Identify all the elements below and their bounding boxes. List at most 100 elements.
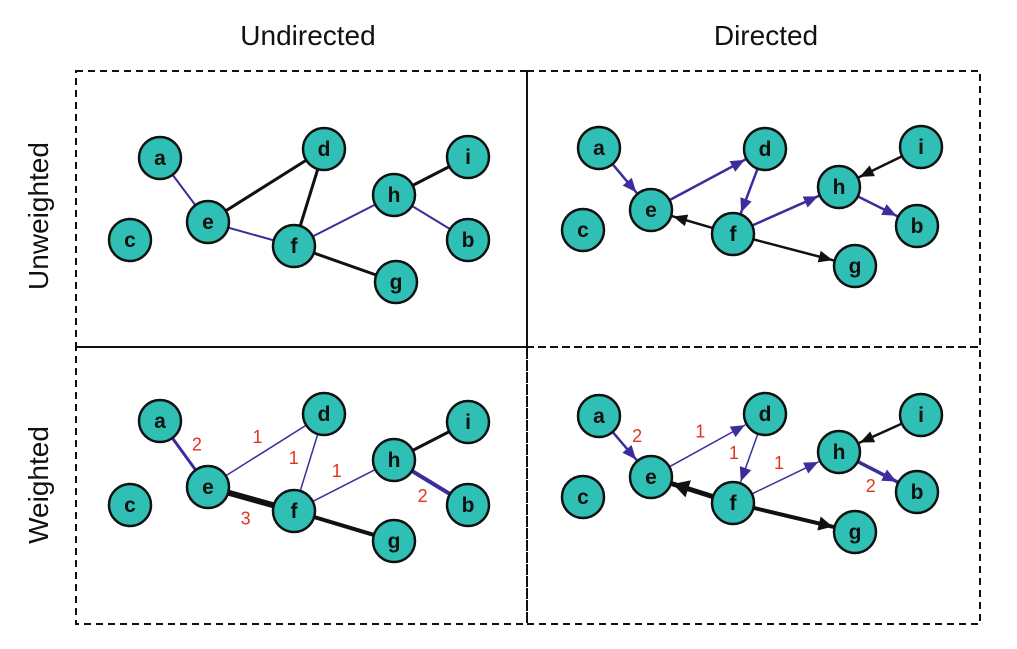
arrowhead-f-g bbox=[817, 250, 833, 263]
node-circle-d bbox=[742, 126, 788, 172]
weight-label-f-d: 1 bbox=[289, 448, 299, 468]
node-circle-g bbox=[373, 259, 419, 305]
edge-e-d bbox=[207, 413, 325, 488]
node-circle-a bbox=[576, 125, 622, 171]
node-b: b bbox=[445, 482, 491, 528]
node-label-c: c bbox=[124, 229, 136, 252]
node-g: g bbox=[371, 518, 417, 564]
node-label-i: i bbox=[465, 146, 471, 169]
node-circle-e bbox=[628, 454, 674, 500]
arrowhead-d-f bbox=[739, 466, 752, 482]
node-label-f: f bbox=[730, 223, 738, 246]
node-circle-g bbox=[832, 243, 878, 289]
node-label-c: c bbox=[577, 219, 589, 242]
node-circle-b bbox=[445, 217, 491, 263]
node-label-d: d bbox=[759, 403, 772, 426]
node-label-g: g bbox=[390, 271, 403, 294]
node-a: a bbox=[576, 393, 622, 439]
node-circle-i bbox=[445, 399, 491, 445]
node-f: f bbox=[271, 488, 317, 534]
node-label-g: g bbox=[849, 521, 862, 544]
node-label-f: f bbox=[730, 492, 738, 515]
node-label-c: c bbox=[124, 494, 136, 517]
node-label-b: b bbox=[911, 215, 924, 238]
edge-e-d bbox=[206, 147, 326, 224]
node-e: e bbox=[628, 454, 674, 500]
node-circle-b bbox=[894, 469, 940, 515]
node-h: h bbox=[371, 437, 417, 483]
panel-undirected-unweighted: a b c d e f g h i bbox=[107, 126, 491, 305]
node-circle-g bbox=[371, 518, 417, 564]
weight-label-e-d: 1 bbox=[252, 427, 262, 447]
node-label-a: a bbox=[154, 147, 166, 170]
node-label-d: d bbox=[318, 403, 331, 426]
arrowhead-a-e bbox=[622, 444, 637, 460]
arrowhead-h-b bbox=[881, 469, 897, 482]
node-circle-f bbox=[710, 480, 756, 526]
node-f: f bbox=[271, 223, 317, 269]
panel-undirected-weighted: 2 1 3 1 1 2 a b c d e f g h i bbox=[107, 391, 491, 564]
node-label-d: d bbox=[759, 138, 772, 161]
node-c: c bbox=[560, 207, 606, 253]
node-label-h: h bbox=[833, 441, 846, 464]
node-label-i: i bbox=[918, 136, 924, 159]
node-b: b bbox=[445, 217, 491, 263]
node-circle-a bbox=[137, 398, 183, 444]
node-label-e: e bbox=[645, 466, 657, 489]
panel-border-directed-unweighted bbox=[526, 70, 981, 348]
arrowhead-i-h bbox=[859, 165, 875, 177]
weight-label-h-b: 2 bbox=[418, 486, 428, 506]
weight-label-a-e: 2 bbox=[632, 426, 642, 446]
weight-label-f-h: 1 bbox=[332, 461, 342, 481]
node-circle-g bbox=[832, 509, 878, 555]
node-h: h bbox=[816, 429, 862, 475]
row-title-unweighted: Unweighted bbox=[23, 142, 54, 290]
node-e: e bbox=[185, 199, 231, 245]
node-label-i: i bbox=[918, 404, 924, 427]
node-label-e: e bbox=[645, 199, 657, 222]
node-label-a: a bbox=[593, 137, 605, 160]
column-title-directed: Directed bbox=[714, 20, 818, 51]
node-circle-c bbox=[560, 207, 606, 253]
arrowhead-a-e bbox=[622, 177, 637, 193]
node-circle-a bbox=[576, 393, 622, 439]
node-label-a: a bbox=[154, 410, 166, 433]
weight-label-h-b: 2 bbox=[866, 476, 876, 496]
arrowhead-i-h bbox=[859, 431, 876, 443]
arrowhead-e-d bbox=[729, 159, 745, 172]
arrowhead-d-f bbox=[740, 197, 752, 213]
node-circle-e bbox=[185, 199, 231, 245]
node-c: c bbox=[107, 217, 153, 263]
node-c: c bbox=[560, 474, 606, 520]
node-f: f bbox=[710, 211, 756, 257]
node-label-e: e bbox=[202, 211, 214, 234]
node-circle-a bbox=[137, 135, 183, 181]
node-g: g bbox=[832, 509, 878, 555]
node-circle-h bbox=[816, 164, 862, 210]
node-circle-c bbox=[107, 482, 153, 528]
row-title-weighted: Weighted bbox=[23, 426, 54, 544]
node-b: b bbox=[894, 469, 940, 515]
arrowhead-h-b bbox=[881, 204, 897, 216]
node-label-f: f bbox=[291, 500, 299, 523]
node-label-i: i bbox=[465, 411, 471, 434]
arrowhead-f-e bbox=[673, 214, 689, 227]
arrowhead-f-h bbox=[803, 461, 819, 474]
node-label-a: a bbox=[593, 405, 605, 428]
node-circle-b bbox=[894, 203, 940, 249]
node-circle-h bbox=[371, 172, 417, 218]
arrowhead-f-h bbox=[802, 196, 818, 208]
node-a: a bbox=[576, 125, 622, 171]
node-circle-e bbox=[185, 464, 231, 510]
panel-directed-weighted: 2 1 1 1 2 a b c d e f g h i bbox=[560, 391, 944, 555]
panel-border-directed-weighted bbox=[526, 346, 981, 625]
node-d: d bbox=[742, 391, 788, 437]
weight-label-f-h: 1 bbox=[774, 453, 784, 473]
node-i: i bbox=[445, 134, 491, 180]
node-g: g bbox=[832, 243, 878, 289]
node-c: c bbox=[107, 482, 153, 528]
node-e: e bbox=[628, 187, 674, 233]
node-circle-f bbox=[271, 488, 317, 534]
weight-label-e-f: 3 bbox=[241, 508, 251, 528]
